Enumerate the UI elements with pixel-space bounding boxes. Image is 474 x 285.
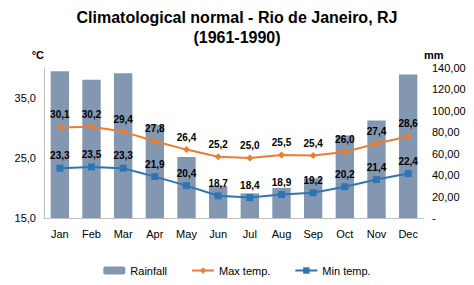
svg-text:22,4: 22,4: [398, 156, 418, 167]
svg-text:Apr: Apr: [146, 228, 163, 240]
svg-text:23,3: 23,3: [50, 150, 70, 161]
svg-text:40,00: 40,00: [432, 169, 460, 181]
svg-text:80,00: 80,00: [432, 126, 460, 138]
svg-text:Dec: Dec: [398, 228, 418, 240]
svg-text:Feb: Feb: [82, 228, 101, 240]
svg-text:Aug: Aug: [272, 228, 292, 240]
svg-text:Climatological normal - Rio de: Climatological normal - Rio de Janeiro, …: [77, 9, 398, 26]
svg-text:100,00: 100,00: [432, 105, 466, 117]
svg-text:Oct: Oct: [336, 228, 353, 240]
svg-text:Rainfall: Rainfall: [130, 265, 167, 277]
svg-text:Jan: Jan: [51, 228, 69, 240]
svg-text:28,6: 28,6: [398, 118, 418, 129]
svg-text:25,0: 25,0: [240, 140, 260, 151]
svg-text:Mar: Mar: [114, 228, 133, 240]
svg-text:26,0: 26,0: [335, 134, 355, 145]
svg-text:15,0: 15,0: [15, 212, 36, 224]
svg-text:23,5: 23,5: [82, 149, 102, 160]
svg-text:19,2: 19,2: [303, 175, 323, 186]
svg-text:27,4: 27,4: [367, 126, 387, 137]
svg-text:18,9: 18,9: [272, 177, 292, 188]
svg-text:26,4: 26,4: [177, 132, 197, 143]
svg-text:May: May: [176, 228, 197, 240]
svg-text:Sep: Sep: [303, 228, 323, 240]
svg-text:27,8: 27,8: [145, 123, 165, 134]
svg-text:20,2: 20,2: [335, 169, 355, 180]
svg-text:Min temp.: Min temp.: [322, 265, 370, 277]
svg-text:120,00: 120,00: [432, 83, 466, 95]
svg-text:25,2: 25,2: [208, 139, 228, 150]
svg-text:Jun: Jun: [209, 228, 227, 240]
svg-text:23,3: 23,3: [113, 150, 133, 161]
svg-text:mm: mm: [424, 49, 444, 61]
svg-text:18,7: 18,7: [208, 178, 228, 189]
svg-text:Jul: Jul: [243, 228, 257, 240]
svg-text:21,9: 21,9: [145, 159, 165, 170]
svg-text:-: -: [432, 212, 436, 224]
svg-text:30,2: 30,2: [82, 109, 102, 120]
svg-text:25,4: 25,4: [303, 138, 323, 149]
svg-text:21,4: 21,4: [367, 162, 387, 173]
svg-text:30,1: 30,1: [50, 109, 70, 120]
svg-text:Max temp.: Max temp.: [219, 265, 270, 277]
svg-text:°C: °C: [32, 49, 44, 61]
svg-text:25,5: 25,5: [272, 137, 292, 148]
svg-text:25,0: 25,0: [15, 152, 36, 164]
svg-text:Nov: Nov: [367, 228, 387, 240]
svg-text:20,00: 20,00: [432, 191, 460, 203]
svg-text:60,00: 60,00: [432, 148, 460, 160]
svg-text:20,4: 20,4: [177, 168, 197, 179]
svg-text:18,4: 18,4: [240, 180, 260, 191]
svg-text:29,4: 29,4: [113, 114, 133, 125]
svg-text:(1961-1990): (1961-1990): [193, 29, 280, 46]
svg-text:140,00: 140,00: [432, 62, 466, 74]
svg-text:35,0: 35,0: [15, 92, 36, 104]
